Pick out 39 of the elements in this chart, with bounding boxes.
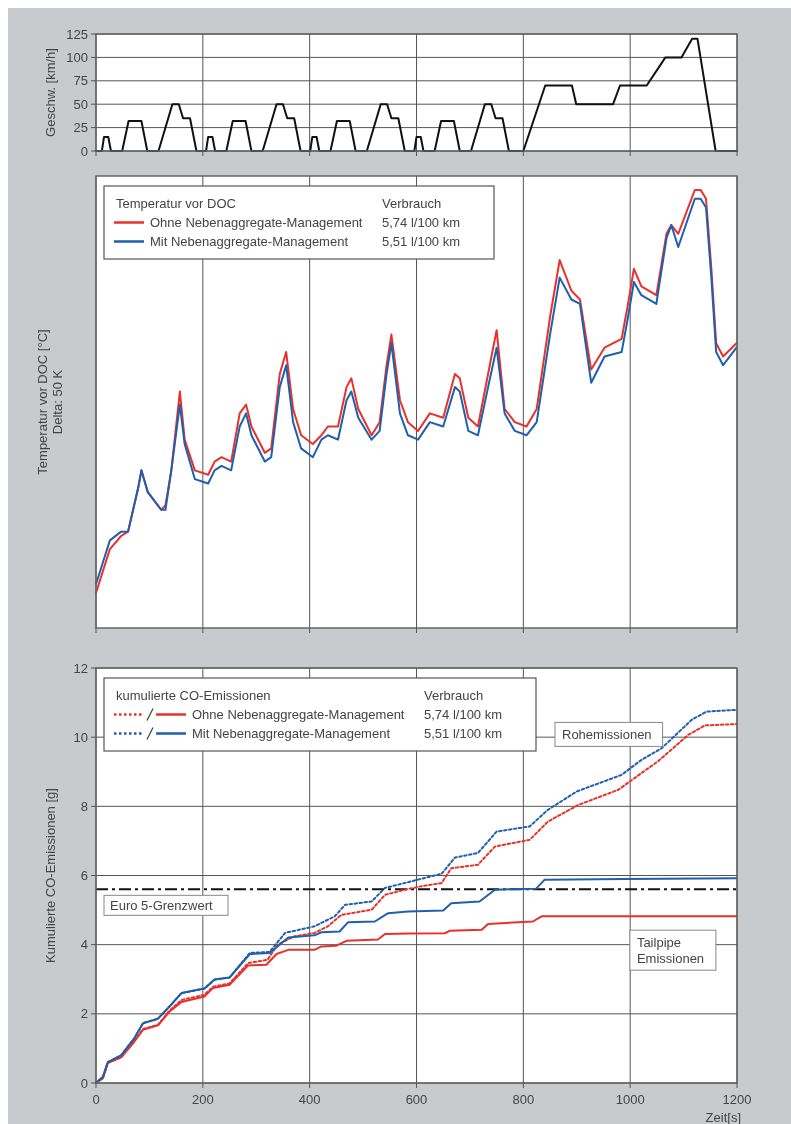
y-tick-label: 4 [80, 937, 88, 953]
legend-label: Ohne Nebenaggregate-Management [150, 215, 363, 231]
y-tick-label: 6 [80, 868, 88, 884]
y-axis-title: Temperatur vor DOC [°C] Delta: 50 K [34, 329, 66, 475]
x-tick-label: 0 [92, 1091, 100, 1107]
y-tick-label: 12 [73, 660, 88, 676]
legend-title: kumulierte CO-Emissionen [116, 688, 271, 704]
y-axis-title: Geschw. [km/h] [42, 48, 58, 137]
legend-label: Ohne Nebenaggregate-Management [192, 707, 405, 723]
y-tick-label: 100 [66, 49, 88, 65]
annotation: Verbrauch [424, 688, 484, 704]
x-tick-label: 1200 [722, 1091, 752, 1107]
annotation: 5,51 l/100 km [424, 726, 503, 742]
x-axis-title: Zeit[s] [705, 1109, 741, 1124]
annotation: Tailpipe Emissionen [636, 934, 705, 966]
y-tick-label: 8 [80, 798, 88, 814]
x-tick-label: 200 [191, 1091, 214, 1107]
y-tick-label: 2 [80, 1006, 88, 1022]
annotation: Verbrauch [382, 196, 442, 212]
x-tick-label: 1000 [615, 1091, 645, 1107]
annotation: 5,74 l/100 km [382, 215, 461, 231]
legend-label: Mit Nebenaggregate-Management [150, 234, 349, 250]
y-tick-label: 0 [80, 1075, 88, 1091]
y-tick-label: 0 [80, 143, 88, 159]
y-tick-label: 125 [66, 26, 88, 42]
annotation: 5,51 l/100 km [382, 234, 461, 250]
x-tick-label: 400 [298, 1091, 321, 1107]
legend-label: Mit Nebenaggregate-Management [192, 726, 391, 742]
x-tick-label: 600 [405, 1091, 428, 1107]
legend-title: Temperatur vor DOC [116, 196, 236, 212]
y-tick-label: 50 [73, 96, 88, 112]
annotation: Rohemissionen [562, 726, 652, 742]
ref-line-label: Euro 5-Grenzwert [110, 897, 213, 913]
x-tick-label: 800 [512, 1091, 535, 1107]
y-tick-label: 75 [73, 73, 88, 89]
y-tick-label: 10 [73, 729, 88, 745]
y-axis-title: Kumulierte CO-Emissionen [g] [42, 788, 58, 963]
annotation: 5,74 l/100 km [424, 707, 503, 723]
y-tick-label: 25 [73, 120, 88, 136]
